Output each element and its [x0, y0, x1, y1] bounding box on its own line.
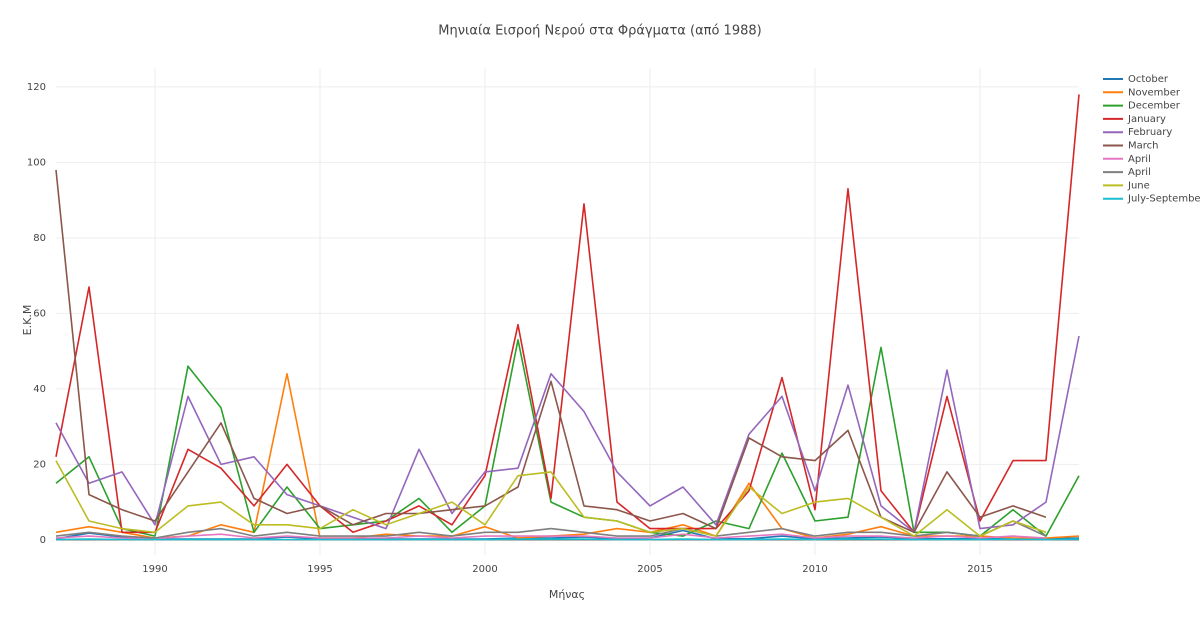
legend-label: March	[1128, 141, 1158, 152]
x-tick-label: 2000	[472, 564, 497, 575]
series-line	[55, 339, 1080, 537]
y-tick-label: 60	[33, 308, 46, 319]
series-line	[55, 460, 1047, 537]
x-tick-label: 1990	[142, 564, 167, 575]
series-line	[55, 373, 1080, 539]
series-line	[55, 533, 1047, 540]
legend-label: October	[1128, 74, 1169, 85]
legend-label: November	[1128, 87, 1181, 98]
series-line	[55, 335, 1080, 534]
legend-label: December	[1128, 101, 1181, 112]
x-tick-label: 2010	[802, 564, 827, 575]
y-tick-label: 40	[33, 384, 46, 395]
y-tick-label: 80	[33, 233, 46, 244]
y-tick-label: 0	[40, 535, 46, 546]
legend-label: February	[1128, 127, 1172, 138]
chart-title: Μηνιαία Εισροή Νερού στα Φράγματα (από 1…	[438, 24, 761, 39]
legend-label: July-September	[1127, 194, 1200, 205]
x-tick-label: 2005	[637, 564, 662, 575]
legend-label: April	[1128, 154, 1151, 165]
legend-label: June	[1127, 180, 1150, 191]
x-tick-label: 1995	[307, 564, 332, 575]
legend-label: April	[1128, 167, 1151, 178]
y-tick-label: 120	[27, 82, 46, 93]
x-tick-label: 2015	[967, 564, 992, 575]
x-axis-title: Μήνας	[549, 588, 585, 601]
y-tick-label: 20	[33, 459, 46, 470]
y-axis-title: Ε.Κ.Μ	[21, 305, 34, 336]
series-line	[55, 94, 1080, 534]
y-tick-label: 100	[27, 157, 46, 168]
series-line	[55, 169, 1047, 534]
series-line	[55, 520, 1047, 539]
legend-label: January	[1127, 114, 1166, 125]
